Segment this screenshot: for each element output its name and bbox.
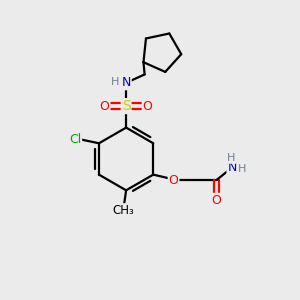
Text: CH₃: CH₃ xyxy=(113,204,135,217)
Text: O: O xyxy=(143,100,152,112)
Text: Cl: Cl xyxy=(69,133,81,146)
Text: O: O xyxy=(169,173,178,187)
Text: N: N xyxy=(122,76,131,89)
Text: O: O xyxy=(100,100,110,112)
Text: O: O xyxy=(212,194,221,207)
Text: N: N xyxy=(227,161,237,174)
Text: H: H xyxy=(227,153,236,163)
Text: S: S xyxy=(122,99,130,113)
Text: H: H xyxy=(238,164,247,174)
Text: H: H xyxy=(111,77,119,87)
